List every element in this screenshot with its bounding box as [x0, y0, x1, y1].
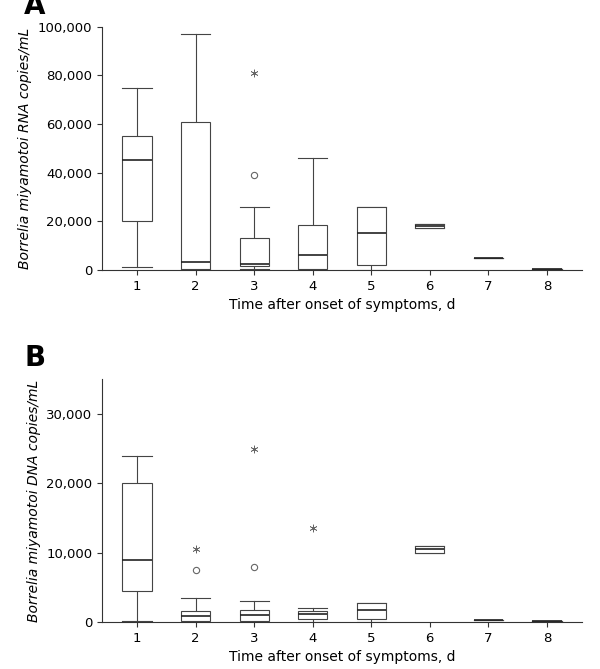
Bar [298, 611, 328, 619]
Bar [122, 136, 152, 221]
Bar [122, 483, 152, 591]
Bar [415, 546, 445, 553]
Y-axis label: Borrelia miyamotoi RNA copies/mL: Borrelia miyamotoi RNA copies/mL [18, 27, 32, 269]
Bar [298, 225, 328, 268]
Bar [415, 223, 445, 229]
Y-axis label: Borrelia miyamotoi DNA copies/mL: Borrelia miyamotoi DNA copies/mL [26, 379, 41, 622]
X-axis label: Time after onset of symptoms, d: Time after onset of symptoms, d [229, 298, 455, 312]
Bar [239, 238, 269, 266]
Bar [356, 207, 386, 265]
Bar [356, 603, 386, 619]
X-axis label: Time after onset of symptoms, d: Time after onset of symptoms, d [229, 650, 455, 664]
Bar [181, 611, 210, 621]
Bar [181, 122, 210, 268]
Bar [239, 609, 269, 621]
Text: B: B [24, 345, 45, 373]
Text: A: A [24, 0, 46, 20]
